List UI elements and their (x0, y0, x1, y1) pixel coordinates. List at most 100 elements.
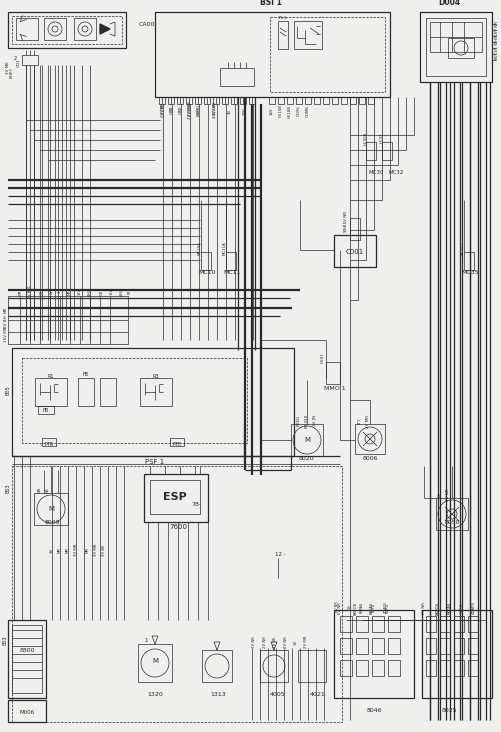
Text: BKPAS: BKPAS (369, 602, 373, 614)
Bar (278, 97, 284, 104)
Text: 30: 30 (227, 108, 231, 113)
Bar (387, 616, 399, 632)
Bar (453, 616, 463, 632)
Text: 8025: 8025 (440, 708, 456, 712)
Text: OR: OR (179, 105, 183, 111)
Text: 8009: 8009 (44, 520, 60, 526)
Text: BKPAS: BKPAS (359, 602, 363, 613)
Bar (159, 97, 165, 104)
Text: MR: MR (58, 547, 62, 553)
Bar (439, 638, 449, 654)
Text: F1.5: F1.5 (278, 16, 287, 20)
Text: 3V NR: 3V NR (252, 636, 256, 648)
Bar (8, 12, 126, 48)
Text: 15V NR: 15V NR (343, 210, 347, 225)
Text: CA00: CA00 (139, 21, 155, 26)
Bar (177, 97, 183, 104)
Text: 8046: 8046 (365, 708, 381, 712)
Bar (425, 660, 435, 676)
Text: D004: D004 (437, 0, 459, 7)
Text: 2V BHE5: 2V BHE5 (188, 102, 191, 119)
Text: 8006: 8006 (362, 455, 377, 460)
Text: 4DAP4: 4DAP4 (383, 601, 387, 613)
Text: M006: M006 (20, 711, 35, 715)
Text: PTE: PTE (172, 441, 181, 447)
Text: 15V: 15V (78, 288, 82, 296)
Bar (12, 348, 294, 456)
Bar (439, 616, 449, 632)
Bar (296, 97, 302, 104)
Text: MR: MR (68, 289, 72, 295)
Text: BHF1: BHF1 (196, 106, 200, 116)
Bar (155, 12, 389, 97)
Bar (298, 650, 325, 682)
Bar (138, 644, 172, 682)
Text: 2V: 2V (50, 290, 54, 294)
Bar (467, 616, 477, 632)
Text: C001: C001 (345, 249, 363, 255)
Bar (429, 22, 481, 52)
Text: PSF 1: PSF 1 (145, 459, 164, 465)
Text: 3V: 3V (50, 548, 54, 553)
Text: 2V JN: 2V JN (313, 416, 316, 427)
Bar (203, 97, 209, 104)
Text: M: M (152, 658, 158, 664)
Text: 1: 1 (144, 638, 147, 643)
Bar (150, 480, 199, 514)
Bar (22, 55, 38, 65)
Bar (170, 438, 184, 446)
Text: 90H8: 90H8 (494, 34, 498, 45)
Bar (381, 142, 391, 160)
Text: BHP7: BHP7 (10, 67, 14, 78)
Bar (8, 620, 46, 698)
Text: 2V MR: 2V MR (304, 636, 308, 649)
Bar (44, 18, 66, 40)
Bar (260, 650, 288, 682)
Bar (291, 424, 322, 456)
Text: HE01: HE01 (320, 353, 324, 363)
Bar (278, 21, 288, 49)
Bar (78, 378, 94, 406)
Text: 18V NR: 18V NR (494, 20, 498, 36)
Bar (339, 616, 351, 632)
Text: 1313: 1313 (210, 692, 225, 698)
Bar (358, 97, 364, 104)
Text: 4DAP4: 4DAP4 (471, 602, 475, 614)
Bar (354, 424, 384, 454)
Text: R3: R3 (152, 373, 159, 378)
Text: 4005: 4005 (270, 692, 285, 698)
Bar (339, 638, 351, 654)
Bar (16, 18, 38, 40)
Bar (269, 97, 275, 104)
Bar (212, 97, 218, 104)
Text: OR: OR (100, 289, 104, 294)
Bar (355, 638, 367, 654)
Text: 3V BE: 3V BE (102, 545, 106, 556)
Bar (339, 660, 351, 676)
Bar (140, 378, 172, 406)
Bar (340, 97, 346, 104)
Bar (425, 18, 485, 76)
Text: LT7: LT7 (357, 418, 361, 425)
Text: HC32: HC32 (379, 132, 383, 143)
Bar (349, 97, 355, 104)
Bar (287, 97, 293, 104)
Text: 15V: 15V (110, 288, 114, 296)
Text: EVP4: EVP4 (459, 603, 463, 613)
Text: HE15B: HE15B (279, 105, 283, 117)
Bar (12, 466, 341, 722)
Text: L5: L5 (437, 493, 441, 498)
Bar (453, 638, 463, 654)
Text: 4021: 4021 (310, 692, 325, 698)
Text: EV NR: EV NR (334, 602, 338, 613)
Text: 3V MR: 3V MR (94, 544, 98, 556)
Text: 16V: 16V (270, 108, 274, 115)
Text: B0CS5: B0CS5 (494, 45, 498, 59)
Text: MC11: MC11 (223, 269, 240, 274)
Bar (325, 362, 339, 384)
Text: 8050: 8050 (443, 520, 459, 526)
Bar (419, 12, 491, 82)
Text: MC320: MC320 (305, 414, 309, 428)
Text: MR: MR (86, 547, 90, 553)
Bar (421, 610, 491, 698)
